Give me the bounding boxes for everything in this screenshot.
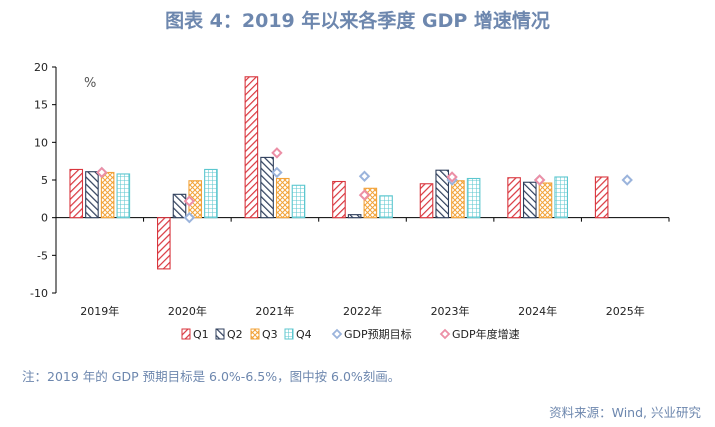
legend-label-3: Q4 <box>296 328 312 341</box>
marker-1-5 <box>533 174 546 186</box>
bar-q3-5 <box>538 182 553 219</box>
bar-q2-2 <box>260 156 274 219</box>
marker-1-1 <box>183 195 196 207</box>
legend-label-1: Q2 <box>227 328 243 341</box>
bar-q4-3 <box>379 195 393 219</box>
y-tick-label: -5 <box>37 249 48 262</box>
marker-0-2 <box>271 166 283 179</box>
bar-q1-2 <box>244 76 259 219</box>
legend-label-0: Q1 <box>193 328 209 341</box>
legend-swatch-1 <box>215 328 225 340</box>
legend-swatch-2 <box>250 328 260 340</box>
bar-q3-2 <box>275 177 290 219</box>
bar-q3-0 <box>100 171 115 219</box>
y-tick-label: 0 <box>41 212 48 225</box>
bar-q4-4 <box>466 177 481 219</box>
x-tick-label: 2022年 <box>343 304 382 318</box>
marker-1-2 <box>271 147 283 159</box>
bar-q4-1 <box>204 168 218 219</box>
marker-1-4 <box>446 171 458 183</box>
x-tick-label: 2025年 <box>606 304 645 318</box>
bar-q1-6 <box>594 176 609 219</box>
x-tick-label: 2024年 <box>518 304 557 318</box>
bar-q2-5 <box>522 181 537 219</box>
legend-label-2: Q3 <box>262 328 278 341</box>
source-line: 资料来源：Wind, 兴业研究 <box>549 405 701 420</box>
bars <box>69 76 609 270</box>
x-tick-label: 2021年 <box>255 304 294 318</box>
bar-q4-5 <box>554 176 568 219</box>
legend-swatch-4 <box>331 328 343 340</box>
bar-q2-3 <box>347 214 362 219</box>
axes: -10 -5 0 5 10 15 20 2019年 2020年 2021年 2022年 2023年 20… <box>30 61 670 318</box>
bar-q2-1 <box>172 193 187 219</box>
y-tick-label: -10 <box>30 287 48 300</box>
markers <box>96 147 633 224</box>
y-tick-label: 5 <box>41 174 48 187</box>
marker-1-0 <box>96 166 108 179</box>
y-tick-label: 15 <box>34 99 48 112</box>
unit-label: % <box>84 76 96 91</box>
bar-q4-0 <box>116 173 131 219</box>
x-tick-label: 2020年 <box>168 304 207 318</box>
footnote: 注：2019 年的 GDP 预期目标是 6.0%-6.5%，图中按 6.0%刻画… <box>22 369 401 384</box>
legend-swatch-0 <box>181 328 191 340</box>
bar-q1-1 <box>157 217 171 270</box>
x-tick-label: 2023年 <box>431 304 470 318</box>
legend-swatch-3 <box>284 328 294 340</box>
marker-0-1 <box>183 211 196 224</box>
legend-label-5: GDP年度增速 <box>452 327 520 341</box>
bar-q1-5 <box>507 177 521 219</box>
bar-q2-0 <box>85 171 99 219</box>
chart-title: 图表 4：2019 年以来各季度 GDP 增速情况 <box>165 10 550 32</box>
legend: Q1 Q2 Q3 Q4 GDP预期目标 GDP年度增速 <box>181 327 520 341</box>
marker-0-3 <box>358 170 371 182</box>
bar-q4-2 <box>291 184 306 219</box>
bar-q1-0 <box>69 168 84 219</box>
bar-q3-4 <box>451 180 465 219</box>
legend-label-4: GDP预期目标 <box>344 327 412 341</box>
x-tick-label: 2019年 <box>80 304 119 318</box>
marker-0-6 <box>621 174 633 186</box>
bar-q1-3 <box>332 180 346 219</box>
gdp-growth-chart: -10 -5 0 5 10 15 20 2019年 2020年 2021年 2022年 2023年 20… <box>30 61 670 341</box>
y-tick-label: 20 <box>34 61 48 74</box>
legend-swatch-5 <box>439 328 451 340</box>
bar-q1-4 <box>419 183 434 219</box>
y-tick-label: 10 <box>34 136 48 149</box>
bar-q2-4 <box>435 169 450 219</box>
marker-1-3 <box>358 189 371 201</box>
